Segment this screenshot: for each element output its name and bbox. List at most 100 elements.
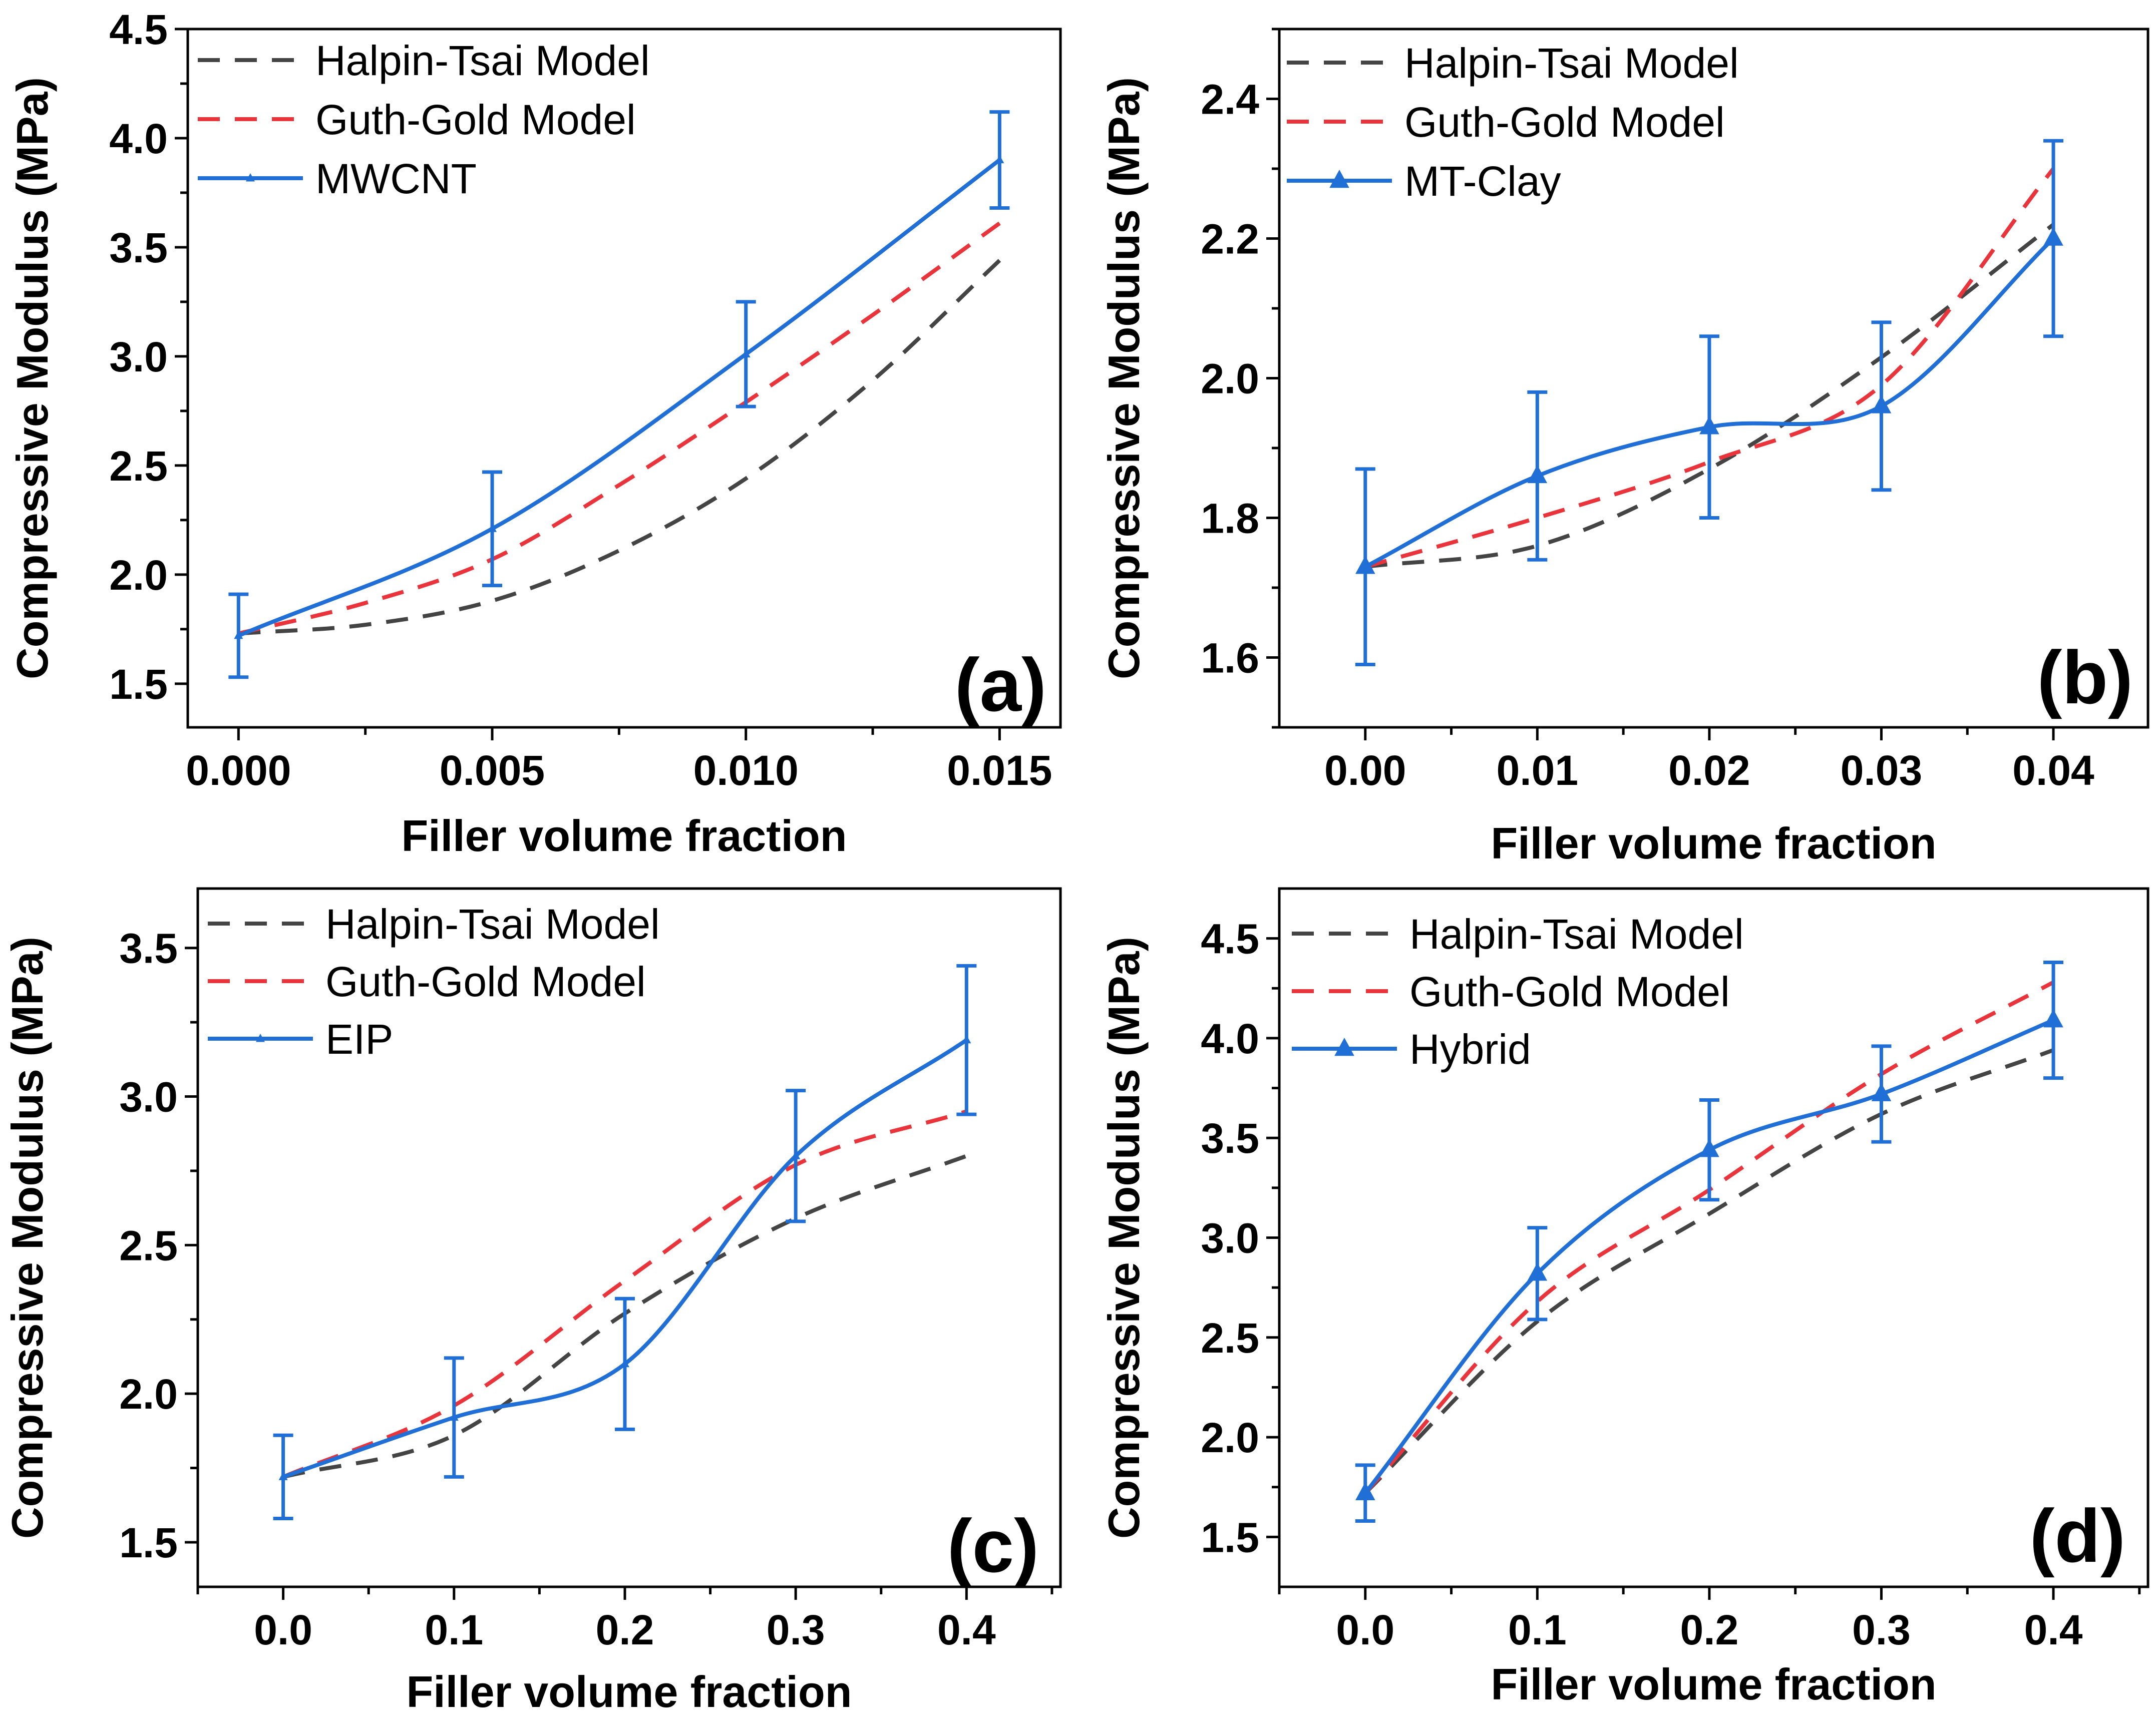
x-tick-label: 0.015 [947, 747, 1052, 794]
x-tick-label: 0.03 [1841, 747, 1923, 794]
panel-label: (c) [947, 1504, 1039, 1588]
legend-marker [1329, 170, 1349, 188]
x-tick-label: 0.2 [596, 1606, 654, 1653]
y-axis-title: Compressive Modulus (MPa) [1099, 937, 1149, 1539]
y-tick-label: 2.5 [109, 443, 168, 490]
data-point [1699, 416, 1719, 435]
data-point [449, 1412, 459, 1421]
plot-frame [186, 28, 1062, 729]
x-axis-title: Filler volume fraction [1491, 1659, 1937, 1709]
series-guth-gold-model [1364, 167, 2055, 569]
legend-label: MT-Clay [1404, 158, 1561, 205]
legend-label: Halpin-Tsai Model [315, 37, 650, 84]
legend-label: Guth-Gold Model [1409, 968, 1730, 1015]
legend-label: EIP [325, 1016, 393, 1063]
chart-panel-1: 0.000 0.005 0.010 0.015 1.5 2.0 2.5 3.0 3.5 4.0 4.… [8, 6, 1062, 860]
data-point [234, 630, 243, 639]
y-tick-label: 4.0 [1201, 1015, 1259, 1062]
y-axis-title: Compressive Modulus (MPa) [8, 77, 57, 679]
series-line [1365, 223, 2055, 569]
y-tick-label: 2.5 [1201, 1315, 1259, 1362]
y-tick-label: 1.5 [1201, 1514, 1259, 1561]
legend: Halpin-Tsai Model Guth-Gold Model MWCNT [198, 37, 650, 202]
x-axis-title: Filler volume fraction [402, 811, 847, 860]
data-point [1355, 1482, 1375, 1500]
series-halpin-tsai-model [238, 259, 1001, 636]
y-tick-label: 3.5 [1201, 1115, 1259, 1162]
series-line [238, 259, 1001, 636]
legend-label: Guth-Gold Model [315, 96, 636, 143]
legend-label: Halpin-Tsai Model [1409, 911, 1744, 958]
y-tick-label: 3.5 [119, 925, 178, 972]
x-tick-label: 0.0 [254, 1606, 312, 1653]
y-tick-label: 1.8 [1201, 495, 1259, 542]
y-tick-label: 3.0 [109, 333, 168, 380]
data-point [2043, 227, 2063, 246]
series-line [1364, 237, 2055, 569]
legend: Halpin-Tsai Model Guth-Gold Model MT-Clay [1287, 40, 1739, 205]
y-tick-label: 2.2 [1201, 216, 1259, 263]
legend-marker [246, 173, 255, 182]
series-guth-gold-model [1363, 980, 2054, 1495]
y-tick-label: 1.5 [109, 661, 168, 708]
legend-label: Guth-Gold Model [325, 958, 646, 1005]
y-tick-label: 2.0 [109, 552, 168, 599]
x-tick-label: 0.1 [1508, 1606, 1567, 1653]
y-axis-title: Compressive Modulus (MPa) [3, 937, 52, 1539]
data-point [278, 1472, 288, 1480]
y-axis-title: Compressive Modulus (MPa) [1099, 77, 1149, 679]
data-point [791, 1151, 801, 1159]
chart-panel-4: 0.0 0.1 0.2 0.3 0.4 1.5 2.0 2.5 3.0 3.5 4.0 4.5 Fill… [1099, 887, 2149, 1709]
series-line [238, 221, 1001, 636]
series-line [1363, 980, 2054, 1495]
x-tick-label: 0.00 [1324, 747, 1406, 794]
series-line [237, 158, 1001, 638]
data-point [962, 1035, 971, 1044]
data-point [995, 155, 1004, 164]
y-tick-label: 4.5 [1201, 916, 1259, 963]
series-line [1363, 1018, 2054, 1495]
y-tick-label: 1.6 [1201, 635, 1259, 682]
panel-label: (b) [2037, 635, 2133, 719]
chart-panel-2: 0.00 0.01 0.02 0.03 0.04 1.6 1.8 2.0 2.2 2.4 Fille… [1099, 28, 2149, 868]
series-mwcnt [228, 110, 1010, 679]
y-tick-label: 2.5 [119, 1222, 178, 1269]
y-tick-label: 2.0 [1201, 355, 1259, 402]
x-tick-label: 0.04 [2012, 747, 2094, 794]
series-mt-clay [1355, 139, 2064, 666]
x-tick-label: 0.02 [1668, 747, 1750, 794]
y-tick-label: 3.0 [1201, 1215, 1259, 1262]
data-point [620, 1359, 629, 1368]
x-tick-label: 0.010 [693, 747, 799, 794]
data-point [1699, 1139, 1719, 1157]
series-halpin-tsai-model [1365, 223, 2055, 569]
legend: Halpin-Tsai Model Guth-Gold Model EIP [208, 901, 660, 1063]
series-eip [273, 964, 977, 1520]
y-tick-label: 4.0 [109, 115, 168, 162]
panel-label: (a) [955, 643, 1046, 727]
plot-frame [196, 887, 1062, 1588]
legend-marker [256, 1034, 265, 1042]
series-line [282, 1038, 968, 1479]
legend-marker [1334, 1038, 1354, 1056]
legend: Halpin-Tsai Model Guth-Gold Model Hybrid [1292, 911, 1744, 1073]
x-tick-label: 0.000 [186, 747, 291, 794]
x-tick-label: 0.005 [440, 747, 545, 794]
legend-label: Halpin-Tsai Model [325, 901, 660, 948]
legend-label: Guth-Gold Model [1404, 99, 1725, 146]
series-line [1364, 167, 2055, 569]
panel-label: (d) [2029, 1494, 2125, 1578]
y-tick-label: 2.0 [1201, 1414, 1259, 1461]
series-hybrid [1355, 960, 2064, 1523]
y-tick-label: 4.5 [109, 6, 168, 53]
y-tick-label: 2.4 [1201, 76, 1259, 123]
x-tick-label: 0.1 [425, 1606, 483, 1653]
x-axis-title: Filler volume fraction [1491, 818, 1937, 868]
legend-label: Hybrid [1409, 1026, 1531, 1073]
data-point [1355, 556, 1375, 574]
data-point [1871, 395, 1892, 413]
y-tick-label: 3.0 [119, 1074, 178, 1121]
x-axis-title: Filler volume fraction [407, 1667, 852, 1716]
y-tick-label: 1.5 [119, 1519, 178, 1566]
